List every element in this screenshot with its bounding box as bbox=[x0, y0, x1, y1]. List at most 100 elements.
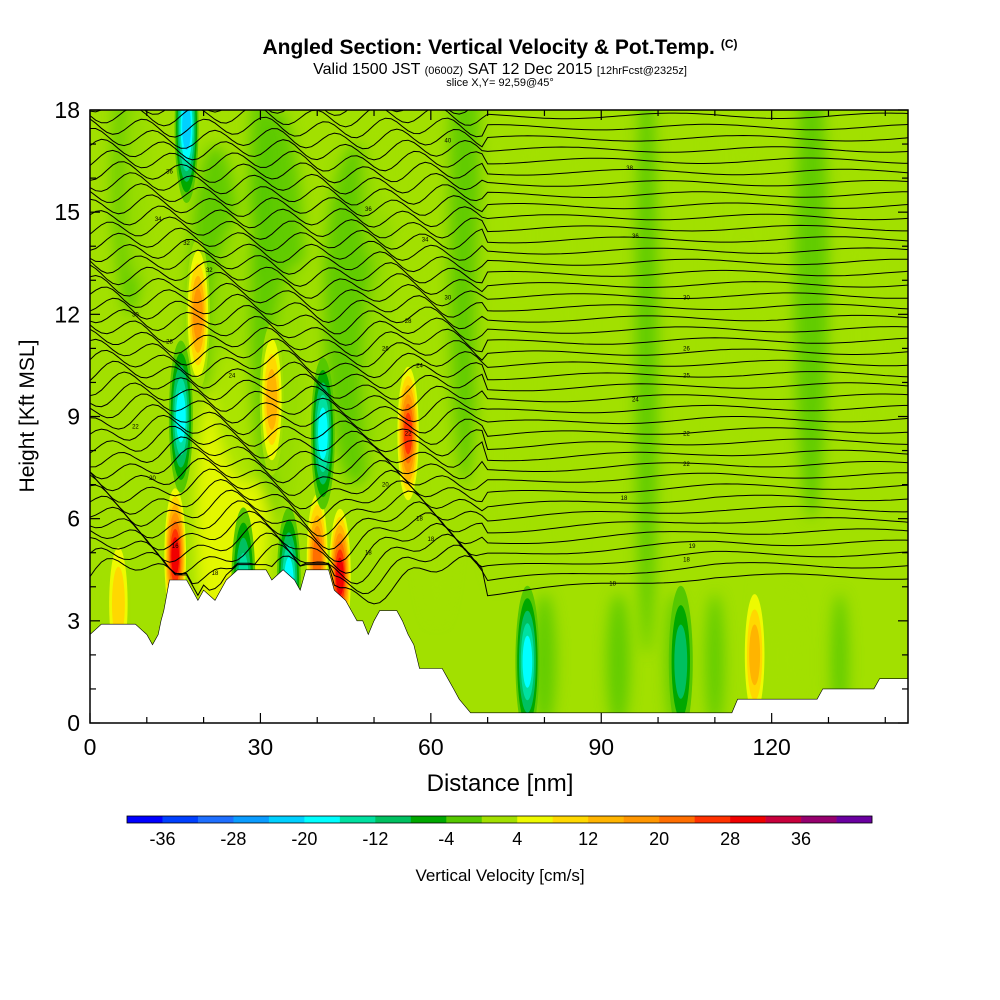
theta-label-26: 32 bbox=[206, 268, 213, 274]
colorbar-bin-1 bbox=[162, 816, 199, 823]
theta-contour-23 bbox=[90, 304, 908, 335]
theta-label-22: 28 bbox=[405, 319, 412, 325]
colorbar-bin-12 bbox=[552, 816, 589, 823]
y-tick-label-9: 9 bbox=[67, 404, 80, 430]
theta-label-32: 36 bbox=[166, 169, 173, 175]
colorbar-tick-label-6: 12 bbox=[578, 829, 598, 849]
valid-date: SAT 12 Dec 2015 bbox=[467, 61, 593, 78]
valid-prefix: Valid 1500 JST bbox=[313, 61, 421, 78]
colorbar-tick-label-4: -4 bbox=[438, 829, 454, 849]
theta-label-16: 24 bbox=[229, 374, 236, 380]
x-tick-label-30: 30 bbox=[248, 734, 274, 760]
theta-contour-38 bbox=[90, 138, 908, 161]
theta-contour-36 bbox=[90, 161, 908, 184]
theta-label-12: 22 bbox=[132, 425, 139, 431]
velocity-stripe-22 bbox=[705, 593, 724, 723]
colorbar-bin-13 bbox=[588, 816, 624, 823]
theta-contour-7 bbox=[90, 478, 908, 524]
theta-label-1: 18 bbox=[212, 571, 219, 577]
theta-label-28: 34 bbox=[422, 237, 429, 243]
theta-label-27: 32 bbox=[183, 241, 190, 247]
theta-contour-1 bbox=[90, 543, 908, 595]
colorbar-bin-15 bbox=[659, 816, 695, 823]
theta-contour-12 bbox=[90, 425, 908, 459]
colorbar-bin-11 bbox=[517, 816, 554, 823]
y-tick-label-0: 0 bbox=[67, 710, 80, 736]
theta-contour-27 bbox=[90, 260, 908, 287]
theta-contour-24 bbox=[90, 293, 908, 324]
y-tick-label-3: 3 bbox=[67, 608, 80, 634]
theta-contours bbox=[90, 110, 908, 605]
theta-contour-5 bbox=[90, 500, 908, 551]
colorbar-bin-14 bbox=[623, 816, 660, 823]
y-tick-label-18: 18 bbox=[54, 97, 80, 123]
theta-label-11: 22 bbox=[683, 462, 690, 468]
theta-label-3: 18 bbox=[427, 537, 434, 543]
theta-contour-33 bbox=[90, 194, 908, 217]
plot-area: 16 18 18 18 18 18 18 19 18 20 20 22 22 22 22 24 24 24 25 26… bbox=[90, 110, 908, 723]
colorbar-label: Vertical Velocity [cm/s] bbox=[415, 866, 584, 885]
x-axis: 0 30 60 90 120 bbox=[84, 110, 886, 760]
theta-contour-35 bbox=[90, 172, 908, 195]
x-tick-label-60: 60 bbox=[418, 734, 444, 760]
theta-label-19: 26 bbox=[382, 346, 389, 352]
theta-contour-18 bbox=[90, 360, 908, 389]
colorbar-tick-label-8: 28 bbox=[720, 829, 740, 849]
velocity-stripe-11 bbox=[413, 144, 460, 621]
theta-contour-11 bbox=[90, 436, 908, 471]
theta-label-9: 20 bbox=[149, 476, 156, 482]
theta-contour-30 bbox=[90, 227, 908, 252]
theta-label-34: 40 bbox=[445, 139, 452, 145]
theta-label-8: 18 bbox=[621, 496, 628, 502]
colorbar-tick-label-2: -20 bbox=[291, 829, 317, 849]
theta-contour-10 bbox=[90, 446, 908, 484]
chart-title-units: (C) bbox=[720, 37, 738, 51]
theta-label-0: 16 bbox=[172, 544, 179, 550]
colorbar-bin-17 bbox=[730, 816, 766, 823]
valid-utc: (0600Z) bbox=[424, 65, 464, 77]
downdraft-core-11-ring-4 bbox=[522, 635, 533, 688]
theta-contour-14 bbox=[90, 404, 908, 436]
theta-label-6: 18 bbox=[683, 558, 690, 564]
theta-label-13: 22 bbox=[405, 432, 412, 438]
colorbar-bin-4 bbox=[268, 816, 305, 823]
theta-contour-4 bbox=[90, 510, 908, 563]
theta-contour-31 bbox=[90, 216, 908, 240]
x-tick-label-0: 0 bbox=[84, 734, 97, 760]
x-axis-label: Distance [nm] bbox=[427, 770, 574, 797]
colorbar-tick-label-1: -28 bbox=[220, 829, 246, 849]
theta-label-30: 34 bbox=[155, 217, 162, 223]
slice-info: slice X,Y= 92,59@45° bbox=[446, 77, 554, 89]
y-tick-label-12: 12 bbox=[54, 301, 80, 327]
theta-label-5: 18 bbox=[609, 581, 616, 587]
colorbar-bin-19 bbox=[801, 816, 837, 823]
downdraft-core-8-ring-4 bbox=[176, 390, 186, 443]
theta-label-18: 25 bbox=[683, 374, 690, 380]
theta-label-20: 26 bbox=[683, 346, 690, 352]
theta-contour-0 bbox=[90, 555, 908, 605]
theta-contour-3 bbox=[90, 521, 908, 574]
theta-contour-15 bbox=[90, 393, 908, 424]
forecast-info: [12hrFcst@2325z] bbox=[596, 65, 687, 77]
y-tick-label-6: 6 bbox=[67, 506, 80, 532]
velocity-stripe-18 bbox=[873, 110, 897, 519]
velocity-stripe-19 bbox=[533, 593, 556, 723]
theta-label-15: 24 bbox=[632, 397, 639, 403]
colorbar-bin-2 bbox=[197, 816, 234, 823]
updraft-core-6-ring-3 bbox=[749, 624, 761, 686]
theta-label-4: 18 bbox=[416, 517, 423, 523]
colorbar-bin-18 bbox=[765, 816, 802, 823]
terrain-mask bbox=[90, 569, 908, 723]
theta-contour-20 bbox=[90, 338, 908, 368]
theta-contour-37 bbox=[90, 149, 908, 172]
theta-contour-26 bbox=[90, 271, 908, 299]
updraft-core-7-ring-2 bbox=[111, 566, 125, 641]
theta-label-14: 22 bbox=[683, 432, 690, 438]
theta-label-17: 24 bbox=[416, 363, 423, 369]
theta-contour-40 bbox=[90, 116, 908, 139]
theta-label-10: 20 bbox=[382, 483, 389, 489]
theta-contour-28 bbox=[90, 249, 908, 275]
colorbar-tick-label-7: 20 bbox=[649, 829, 669, 849]
colorbar-tick-label-0: -36 bbox=[149, 829, 175, 849]
